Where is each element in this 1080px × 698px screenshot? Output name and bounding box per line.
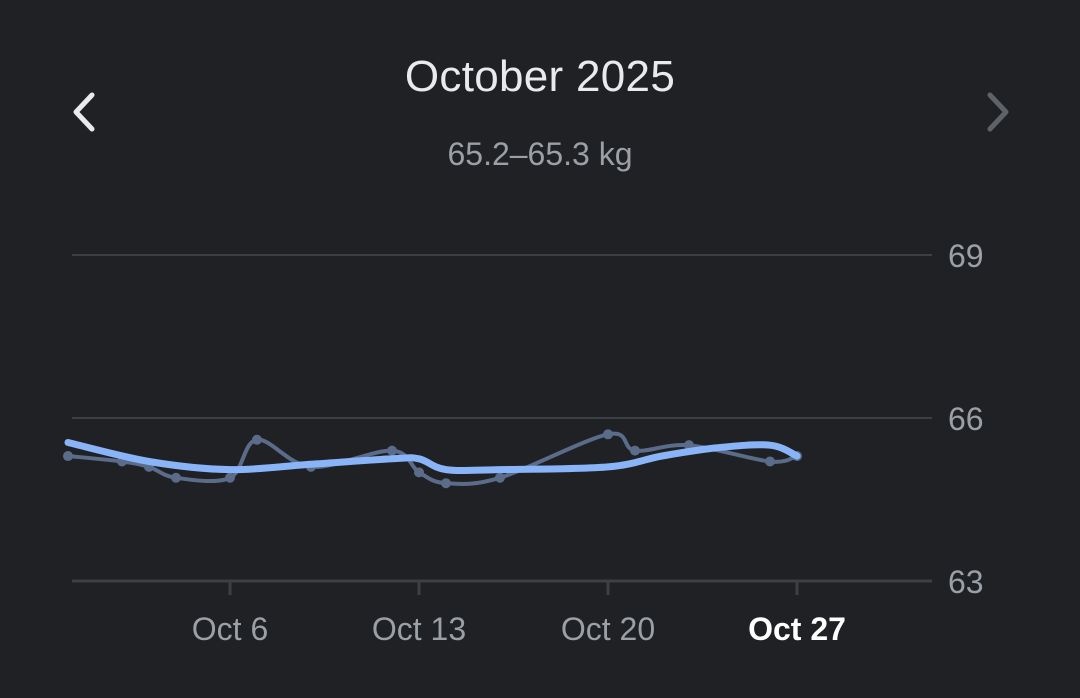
x-tick-label-selected: Oct 27 bbox=[748, 611, 846, 647]
x-tick-label: Oct 20 bbox=[561, 611, 655, 647]
raw-weight-point bbox=[387, 445, 397, 456]
x-tick-label: Oct 6 bbox=[192, 611, 268, 647]
raw-weight-point bbox=[603, 429, 613, 440]
x-tick-label: Oct 13 bbox=[372, 611, 466, 647]
y-tick-label: 66 bbox=[948, 401, 984, 437]
raw-weight-line bbox=[66, 431, 799, 487]
raw-weight-point bbox=[630, 445, 640, 456]
next-month-button[interactable] bbox=[968, 82, 1028, 142]
trend-weight-line bbox=[64, 439, 801, 475]
weight-range-subtitle: 65.2–65.3 kg bbox=[447, 136, 633, 172]
chevron-left-icon bbox=[73, 92, 95, 132]
chevron-right-icon bbox=[987, 92, 1009, 132]
raw-weight-point bbox=[225, 472, 235, 483]
y-tick-label: 63 bbox=[948, 564, 984, 600]
raw-weight-point bbox=[252, 434, 262, 445]
raw-weight-point bbox=[63, 451, 73, 462]
raw-weight-point bbox=[441, 478, 451, 489]
page-title: October 2025 bbox=[404, 52, 676, 101]
raw-weight-point bbox=[414, 467, 424, 478]
raw-weight-point bbox=[495, 472, 505, 483]
raw-weight-point bbox=[171, 472, 181, 483]
previous-month-button[interactable] bbox=[54, 82, 114, 142]
raw-weight-point bbox=[765, 456, 775, 467]
y-tick-label: 69 bbox=[948, 238, 984, 274]
